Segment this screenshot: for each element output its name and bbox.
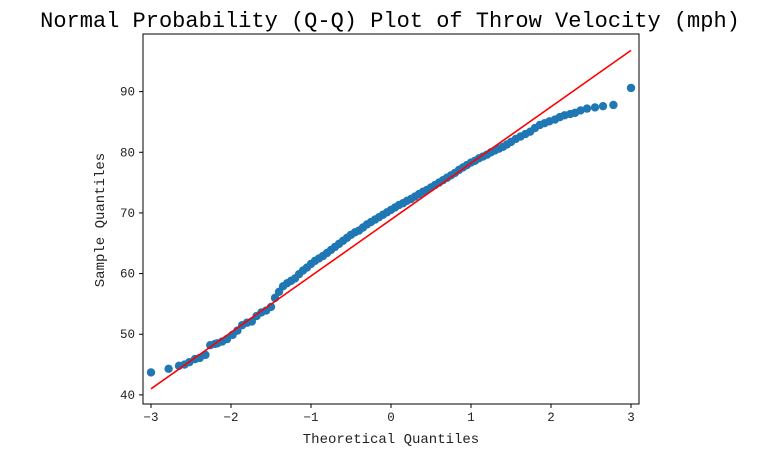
y-tick-label: 80 [120,146,135,160]
data-point [626,83,636,93]
x-axis-ticks: −3 −2 −1 0 1 2 3 [143,404,635,425]
x-tick-label: 2 [547,411,555,425]
reference-line [150,49,632,390]
x-tick-label: 3 [627,411,635,425]
data-point [164,364,173,374]
y-tick-label: 40 [120,389,135,403]
y-tick-label: 50 [120,328,135,342]
x-tick-label: −1 [303,411,318,425]
x-tick-label: 1 [467,411,475,425]
data-point [609,100,618,110]
y-tick-label: 90 [120,86,135,100]
y-axis-label: Sample Quantiles [93,153,109,287]
y-tick-label: 70 [120,207,135,221]
data-point [146,368,156,377]
data-point [576,106,585,115]
data-point [590,103,600,112]
x-axis-label: Theoretical Quantiles [303,432,479,448]
x-tick-label: −3 [143,411,158,425]
chart-title: Normal Probability (Q-Q) Plot of Throw V… [40,9,740,34]
data-point [582,104,592,113]
x-tick-label: −2 [223,411,238,425]
y-axis-ticks: 40 50 60 70 80 90 [120,86,143,403]
y-tick-label: 60 [120,268,135,282]
x-tick-label: 0 [387,411,395,425]
data-point [598,101,608,111]
plot-area [146,49,636,390]
